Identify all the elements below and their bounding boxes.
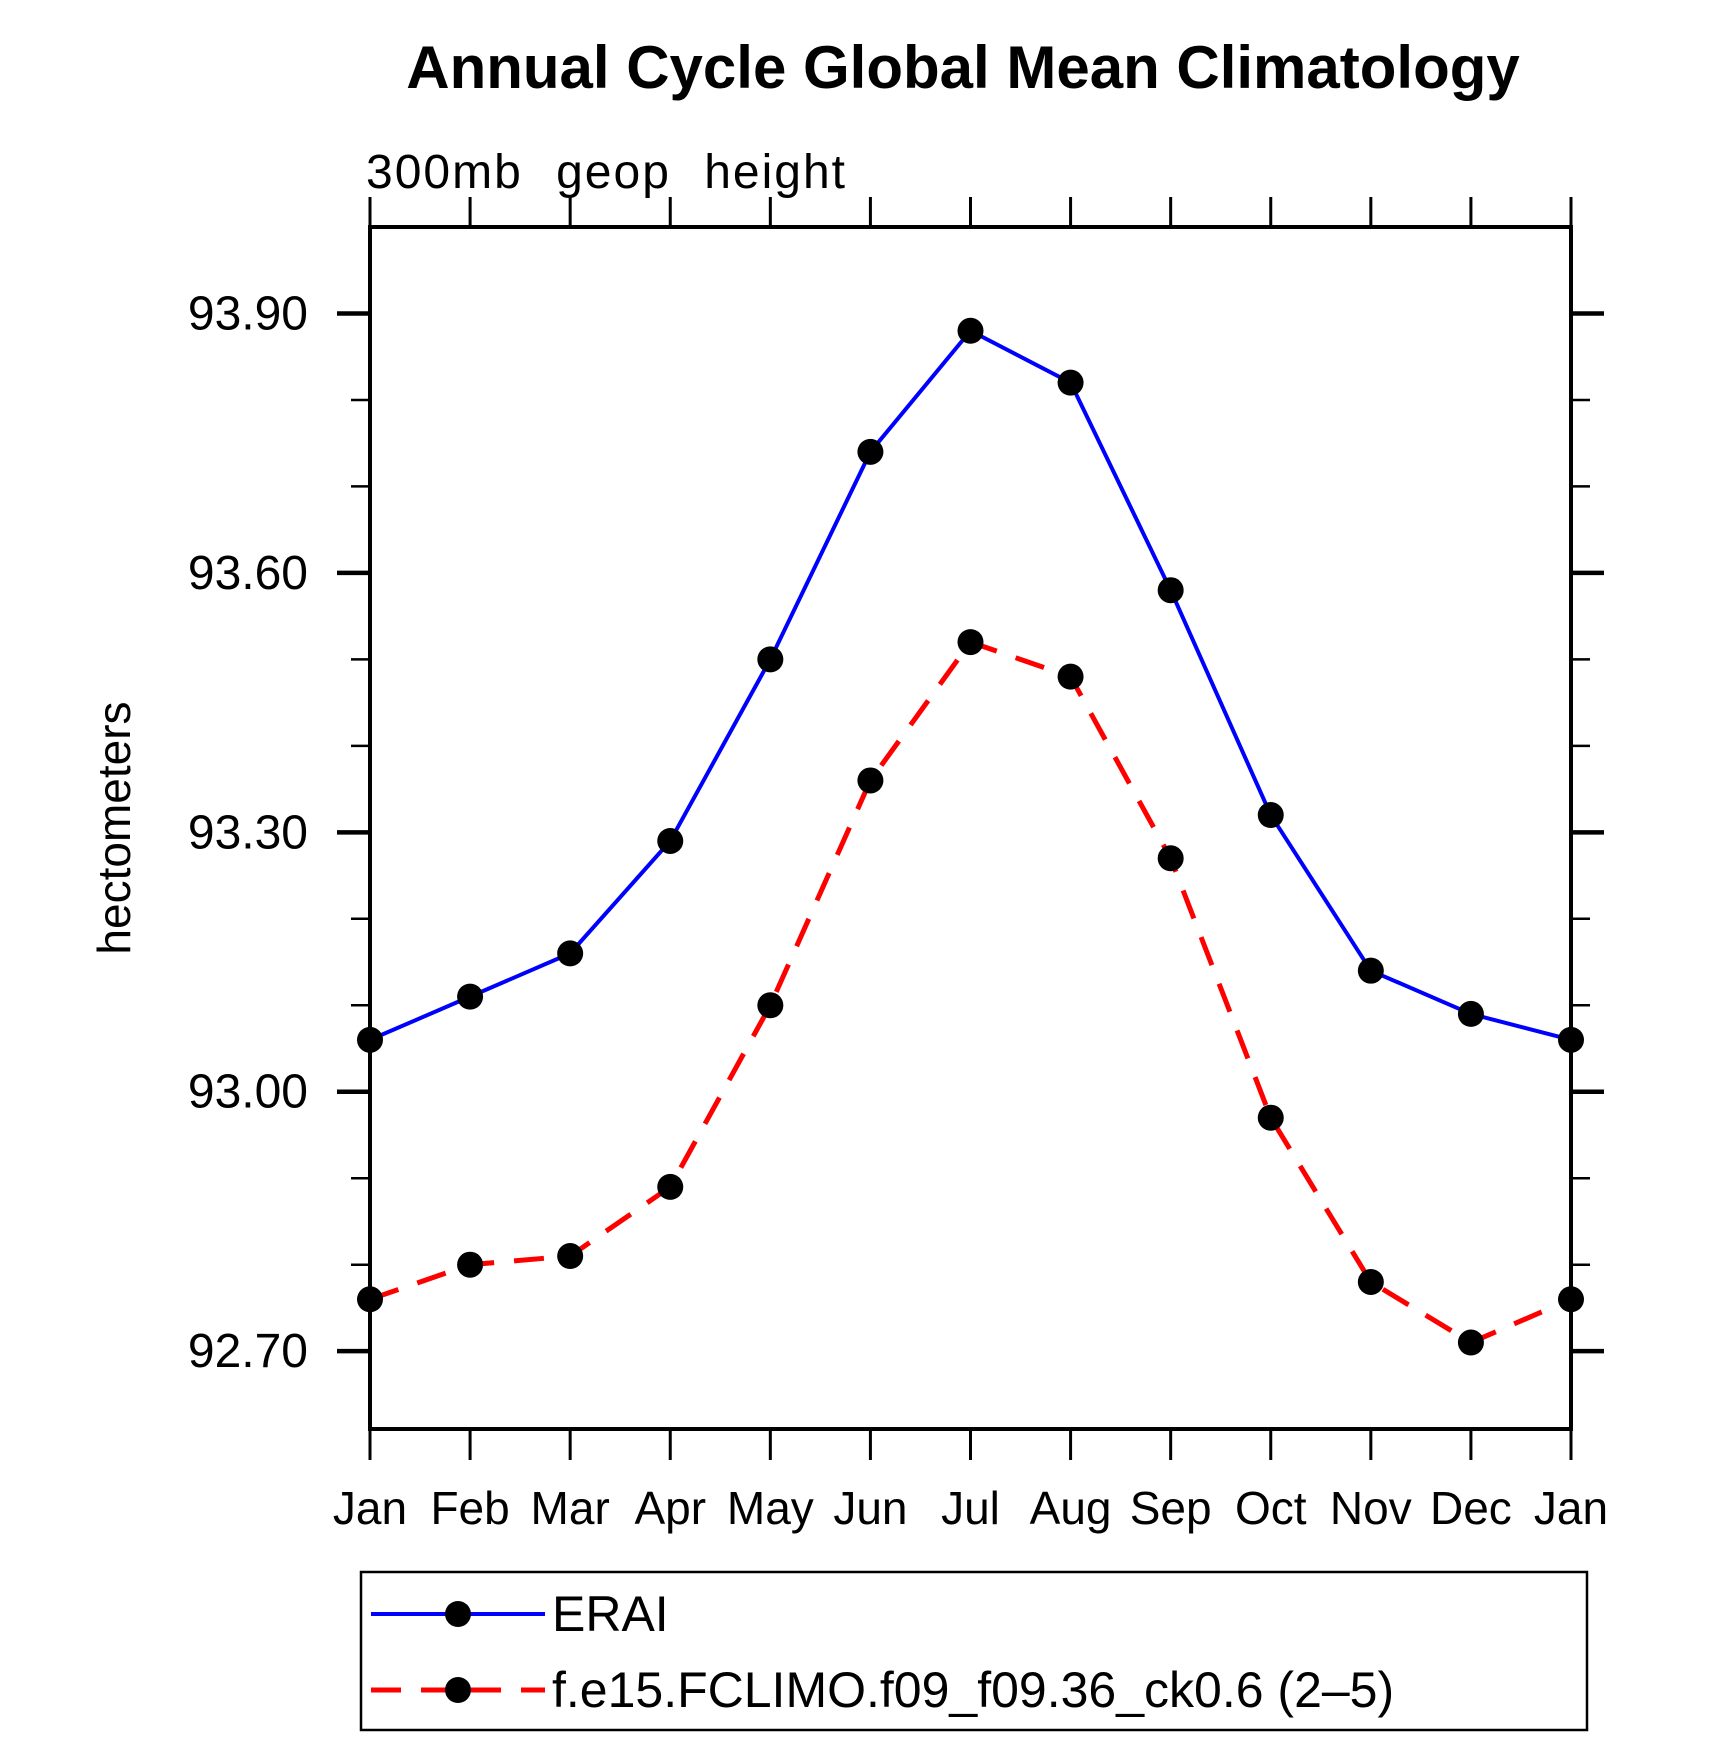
- data-point-marker: [557, 940, 584, 967]
- plot-area: Jan Feb Mar Apr May Jun Jul Aug Sep Oct Nov Dec Jan 9…: [188, 197, 1608, 1534]
- legend-box: [359, 1570, 1589, 1732]
- y-tick-label: 93.30: [188, 806, 308, 859]
- legend: ERAI f.e15.FCLIMO.f09_f09.36_ck0.6 (2–5): [359, 1570, 1589, 1732]
- data-point-marker: [1057, 663, 1084, 690]
- x-tick-label: Aug: [1030, 1482, 1112, 1534]
- legend-marker-erai: [445, 1601, 471, 1627]
- series-line-erai: [369, 328, 1572, 1042]
- data-point-marker: [1357, 1268, 1384, 1295]
- y-tick-label: 93.90: [188, 287, 308, 340]
- data-point-marker: [857, 767, 884, 794]
- x-tick-label: Apr: [634, 1482, 706, 1534]
- x-tick-label: Jan: [1534, 1482, 1608, 1534]
- legend-label-model: f.e15.FCLIMO.f09_f09.36_ck0.6 (2–5): [552, 1662, 1394, 1718]
- data-point-marker: [1457, 1000, 1484, 1027]
- y-axis-label: hectometers: [88, 701, 140, 954]
- chart-title: Annual Cycle Global Mean Climatology: [406, 34, 1520, 101]
- data-point-marker: [1257, 1104, 1284, 1131]
- legend-entry-erai: ERAI: [371, 1586, 669, 1642]
- y-tick-label: 93.60: [188, 547, 308, 600]
- legend-label-erai: ERAI: [552, 1586, 669, 1642]
- x-tick-label: Jul: [941, 1482, 1000, 1534]
- data-point-marker: [457, 1251, 484, 1278]
- x-tick-label: Jan: [333, 1482, 407, 1534]
- data-point-marker: [1157, 577, 1184, 604]
- data-point-marker: [1457, 1329, 1484, 1356]
- data-point-marker: [357, 1286, 383, 1313]
- data-point-marker: [1257, 802, 1284, 829]
- x-tick-label: Dec: [1430, 1482, 1512, 1534]
- x-tick-label: Sep: [1130, 1482, 1212, 1534]
- x-tick-label: Feb: [430, 1482, 509, 1534]
- data-point-marker: [757, 992, 784, 1019]
- data-point-marker: [357, 1026, 383, 1053]
- y-tick-label: 93.00: [188, 1066, 308, 1119]
- data-point-marker: [1357, 957, 1384, 984]
- data-point-marker: [1558, 1286, 1584, 1313]
- data-point-marker: [957, 317, 984, 344]
- series-line-model: [369, 639, 1572, 1346]
- data-point-marker: [1157, 845, 1184, 872]
- x-tick-label: May: [727, 1482, 814, 1534]
- data-point-marker: [657, 827, 684, 854]
- x-tick-label: Oct: [1235, 1482, 1307, 1534]
- data-point-marker: [557, 1243, 584, 1270]
- chart-subtitle: 300mb geop height: [366, 146, 847, 199]
- x-tick-label: Mar: [531, 1482, 610, 1534]
- x-tick-label: Nov: [1330, 1482, 1412, 1534]
- data-point-marker: [857, 438, 884, 465]
- y-tick-label: 92.70: [188, 1325, 308, 1378]
- data-point-marker: [457, 983, 484, 1010]
- x-tick-label: Jun: [833, 1482, 907, 1534]
- plot-frame: [368, 225, 1573, 1431]
- legend-entry-model: f.e15.FCLIMO.f09_f09.36_ck0.6 (2–5): [371, 1662, 1394, 1718]
- data-point-marker: [657, 1173, 684, 1200]
- data-point-marker: [1057, 369, 1084, 396]
- data-point-marker: [957, 629, 984, 656]
- data-point-marker: [757, 646, 784, 673]
- data-point-marker: [1558, 1026, 1584, 1053]
- legend-marker-model: [445, 1677, 471, 1703]
